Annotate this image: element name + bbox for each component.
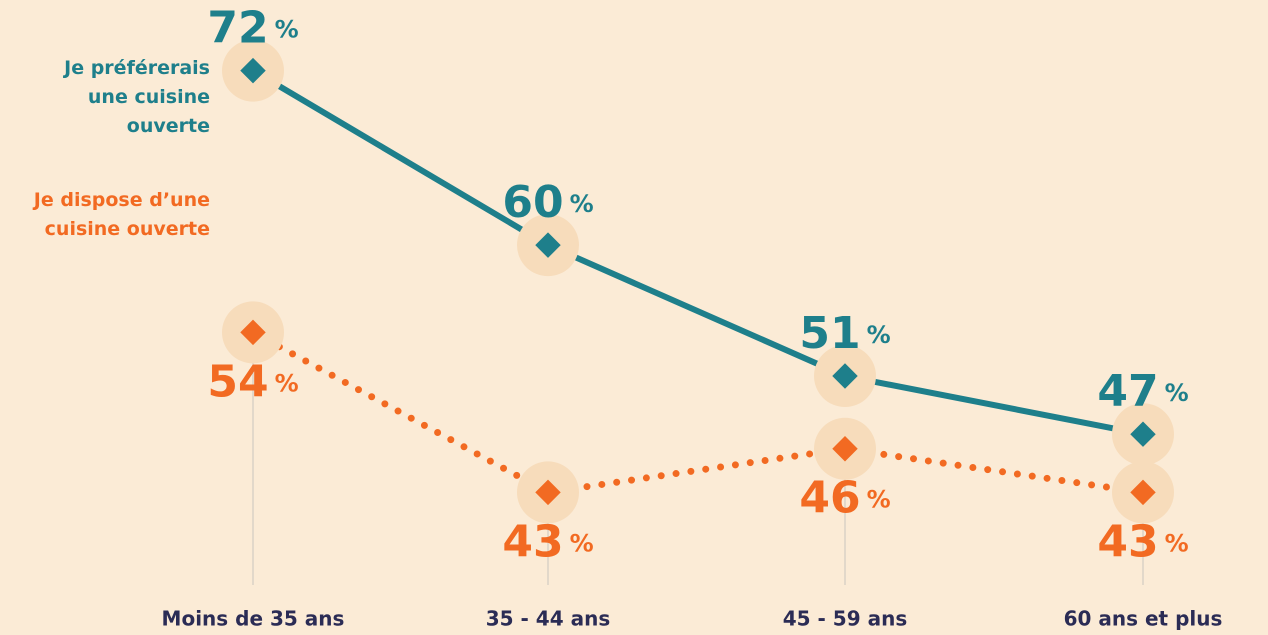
value-label: 72% [207,3,298,54]
value-label: 43% [502,516,593,567]
value-unit: % [1165,529,1189,557]
x-tick-label: 45 - 59 ans [783,607,908,631]
x-tick-label: 60 ans et plus [1064,607,1223,631]
marker [832,363,858,389]
guides [252,332,1144,585]
series-line [251,68,1144,438]
x-tick-label: 35 - 44 ans [486,607,611,631]
points [222,39,1174,524]
marker [535,479,561,506]
value-number: 72 [207,3,268,54]
value-label: 43% [1097,516,1188,567]
marker [535,232,561,258]
value-unit: % [275,369,299,397]
marker [240,319,266,346]
value-number: 51 [799,308,860,359]
value-number: 47 [1097,366,1158,417]
value-label: 51% [799,308,890,359]
x-tick-label: Moins de 35 ans [162,607,345,631]
lines [249,68,1147,497]
value-unit: % [1165,379,1189,407]
value-label: 54% [207,356,298,407]
value-number: 60 [502,177,563,228]
value-number: 43 [502,516,563,567]
value-unit: % [570,190,594,218]
value-number: 54 [207,356,268,407]
value-number: 46 [799,473,860,524]
legend-entry: Je préférerais une cuisine ouverte [64,57,210,137]
value-unit: % [570,529,594,557]
value-unit: % [275,16,299,44]
value-unit: % [867,321,891,349]
value-label: 46% [799,473,890,524]
value-number: 43 [1097,516,1158,567]
value-label: 47% [1097,366,1188,417]
value-unit: % [867,486,891,514]
marker [832,436,858,462]
series-line [249,328,1147,497]
value-label: 60% [502,177,593,228]
legend-entry: Je dispose d’une cuisine ouverte [33,189,210,240]
